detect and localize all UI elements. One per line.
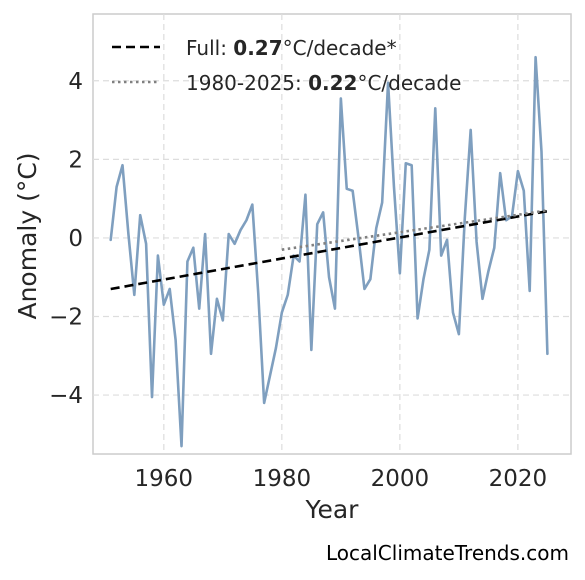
source-credit: LocalClimateTrends.com: [326, 541, 569, 565]
y-axis-label: Anomaly (°C): [13, 152, 42, 319]
tick-labels: 1960 1980 2000 2020 −4 −2 0 2 4: [49, 69, 547, 492]
x-tick-label: 1980: [253, 466, 312, 492]
legend-1980-suffix: °C/decade: [357, 71, 461, 95]
x-tick-label: 2020: [489, 466, 548, 492]
plot-background: [92, 13, 572, 455]
legend-full-prefix: Full:: [186, 36, 233, 60]
x-tick-label: 2000: [371, 466, 430, 492]
legend-full-suffix: °C/decade*: [283, 36, 397, 60]
anomaly-series-line: [109, 55, 549, 448]
trend-lines: [110, 209, 548, 291]
y-tick-label: 2: [68, 147, 83, 173]
y-tick-label: −4: [49, 383, 83, 409]
grid: [93, 14, 571, 454]
x-tick-label: 1960: [135, 466, 194, 492]
series-lines: [109, 55, 549, 448]
x-axis-label: Year: [305, 495, 360, 524]
full-trend-line: [110, 209, 548, 291]
legend-label-full: Full: 0.27°C/decade*: [186, 36, 397, 60]
legend-1980-value: 0.22: [308, 71, 357, 95]
y-tick-label: 0: [68, 226, 83, 252]
legend-full-value: 0.27: [233, 36, 282, 60]
legend-1980-prefix: 1980-2025:: [186, 71, 308, 95]
legend: Full: 0.27°C/decade* 1980-2025: 0.22°C/d…: [112, 36, 461, 95]
trend-1980-2025-line: [281, 209, 548, 251]
y-tick-label: −2: [49, 305, 83, 331]
y-tick-label: 4: [68, 69, 83, 95]
legend-label-1980: 1980-2025: 0.22°C/decade: [186, 71, 461, 95]
